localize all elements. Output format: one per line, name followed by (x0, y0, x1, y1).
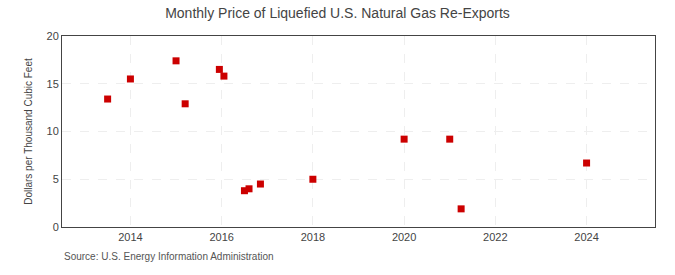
svg-text:Source: U.S. Energy Informatio: Source: U.S. Energy Information Administ… (64, 251, 274, 262)
svg-text:15: 15 (47, 78, 59, 90)
svg-text:Dollars per Thousand Cubic Fee: Dollars per Thousand Cubic Feet (23, 58, 34, 205)
svg-text:10: 10 (47, 125, 59, 137)
svg-text:2020: 2020 (392, 231, 416, 243)
svg-text:2014: 2014 (118, 231, 142, 243)
svg-text:2016: 2016 (209, 231, 233, 243)
svg-text:5: 5 (53, 173, 59, 185)
svg-text:20: 20 (47, 30, 59, 42)
svg-text:0: 0 (53, 221, 59, 233)
svg-text:2018: 2018 (301, 231, 325, 243)
svg-text:2024: 2024 (574, 231, 598, 243)
svg-text:Monthly Price of Liquefied U.S: Monthly Price of Liquefied U.S. Natural … (165, 5, 510, 21)
svg-text:2022: 2022 (483, 231, 507, 243)
